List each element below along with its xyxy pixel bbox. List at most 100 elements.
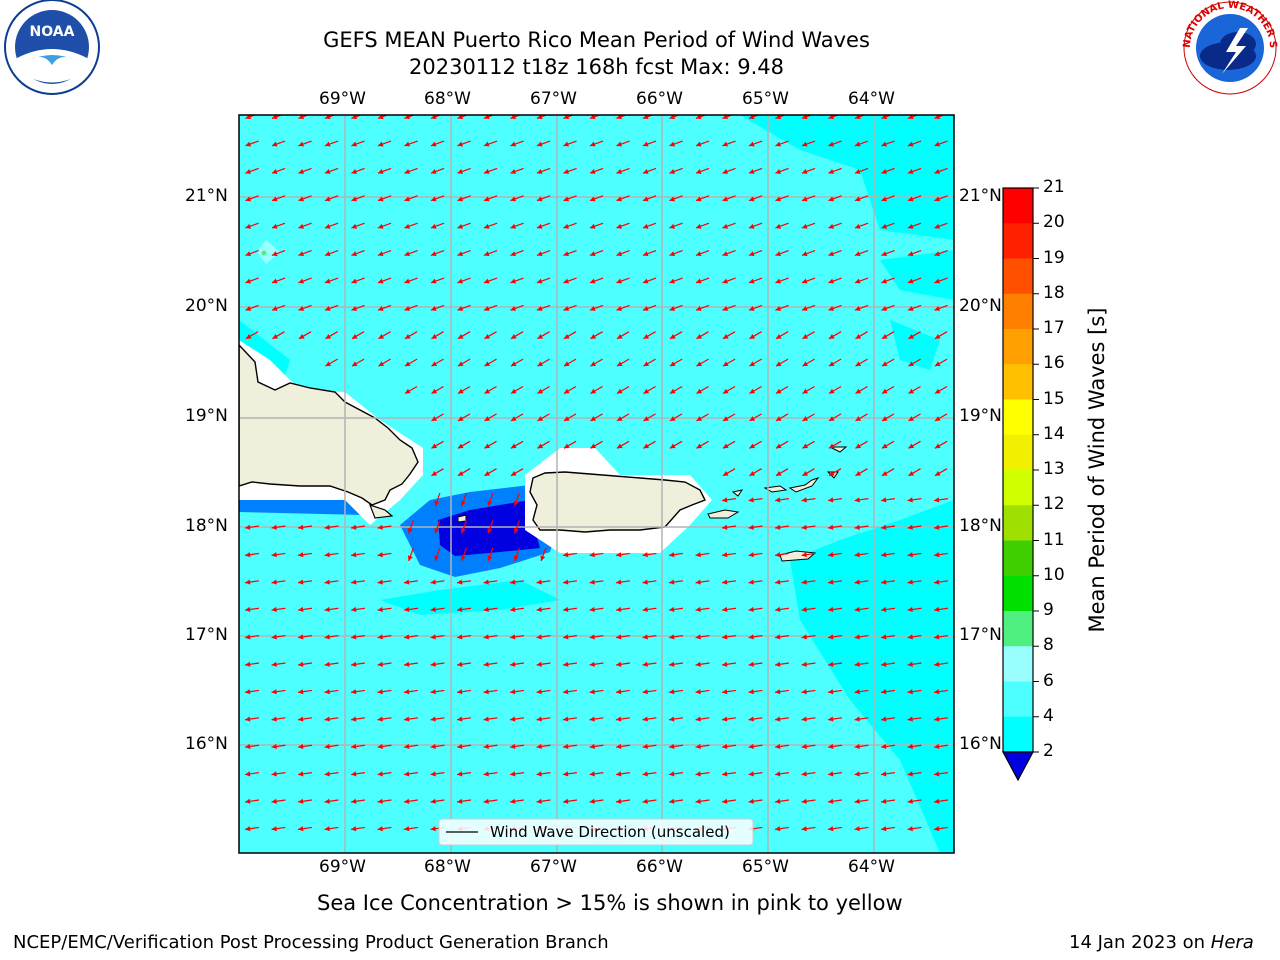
wave-arrow [802,468,815,477]
wave-arrow [407,520,414,534]
wave-arrow [827,743,843,750]
wave-arrow [616,222,630,229]
colorbar-segment [1003,329,1033,365]
wave-arrow [589,277,604,284]
wave-arrow [244,689,260,695]
wave-arrow [880,661,896,667]
wave-arrow [854,277,869,284]
wave-arrow [907,195,922,202]
wave-arrow [748,771,763,777]
wave-arrow [456,716,472,722]
wave-arrow [351,358,365,367]
wave-arrow [934,195,948,202]
wave-arrow [827,661,843,667]
wave-arrow [298,140,312,147]
wave-arrow [245,222,259,229]
wave-arrow [669,115,681,120]
wave-arrow [642,689,657,695]
wave-arrow [721,497,737,503]
wave-arrow [483,140,498,147]
wave-arrow [774,524,790,530]
wave-arrow [351,304,365,311]
wave-arrow [487,547,494,562]
wave-arrow [934,277,948,284]
colorbar-tick-label: 17 [1043,318,1065,338]
wave-arrow [537,440,550,449]
wave-arrow [537,358,550,367]
legend-label: Wind Wave Direction (unscaled) [490,823,730,841]
wave-arrow [487,520,494,534]
wave-arrow [271,579,286,585]
colorbar-segment [1003,716,1033,753]
wave-arrow [933,798,949,804]
wave-arrow [297,743,313,750]
wave-arrow [828,167,842,174]
wave-arrow [403,606,419,613]
wave-arrow [457,304,471,311]
wave-arrow [510,115,522,120]
wave-arrow [774,552,790,558]
wave-arrow [881,195,895,202]
wave-arrow [854,524,869,530]
wave-arrow [828,140,842,147]
wave-arrow [377,689,392,695]
wave-arrow [854,826,869,832]
colorbar-segment [1003,364,1033,400]
wave-arrow [589,167,604,174]
wave-arrow [616,167,630,174]
wave-arrow [457,140,471,147]
footer-date-text: 14 Jan 2023 on [1069,932,1206,953]
wave-arrow [403,798,419,804]
wave-arrow [643,331,656,340]
wave-arrow [324,634,339,640]
wave-arrow [457,331,471,340]
wave-arrow [430,167,445,174]
wave-arrow [615,634,631,640]
wave-arrow [324,304,339,311]
wave-arrow [510,195,524,202]
wave-arrow [244,661,260,667]
wave-arrow [590,358,603,367]
wave-arrow [907,497,922,503]
wave-arrow [933,771,949,777]
colorbar-segment [1003,681,1033,718]
wave-arrow [244,826,260,832]
wave-arrow [748,250,763,257]
wave-arrow [562,552,578,558]
wave-arrow [934,140,948,147]
wave-arrow [244,771,260,777]
wave-arrow [695,661,710,667]
wave-arrow [749,468,762,477]
wave-arrow [907,689,922,695]
colorbar-tick-label: 21 [1043,177,1065,197]
lon-label-top: 68°W [424,89,471,109]
wave-arrow [695,689,710,695]
wave-arrow [854,634,869,640]
colorbar-segment [1003,575,1033,612]
colorbar-segment [1003,505,1033,541]
wave-arrow [721,661,737,667]
footer-machine: Hera [1210,932,1254,953]
wave-arrow [775,358,789,367]
wave-arrow [351,277,365,284]
wave-arrow [774,497,790,503]
wave-arrow [244,524,260,530]
wave-arrow [802,358,815,367]
wave-arrow [562,716,578,722]
wave-arrow [350,743,366,750]
wave-arrow [775,140,789,147]
wave-arrow [615,716,631,722]
wave-arrow [404,304,418,311]
wave-arrow [828,277,842,284]
wave-arrow [460,547,467,562]
wave-arrow [457,468,471,477]
wave-arrow [298,222,312,229]
wave-arrow [245,277,259,284]
wave-arrow [509,743,525,750]
wave-arrow [721,634,737,640]
wave-arrow [749,358,762,367]
wave-arrow [245,304,259,311]
wave-arrow [722,468,736,477]
wave-arrow [908,468,921,477]
wave-arrow [669,440,683,449]
